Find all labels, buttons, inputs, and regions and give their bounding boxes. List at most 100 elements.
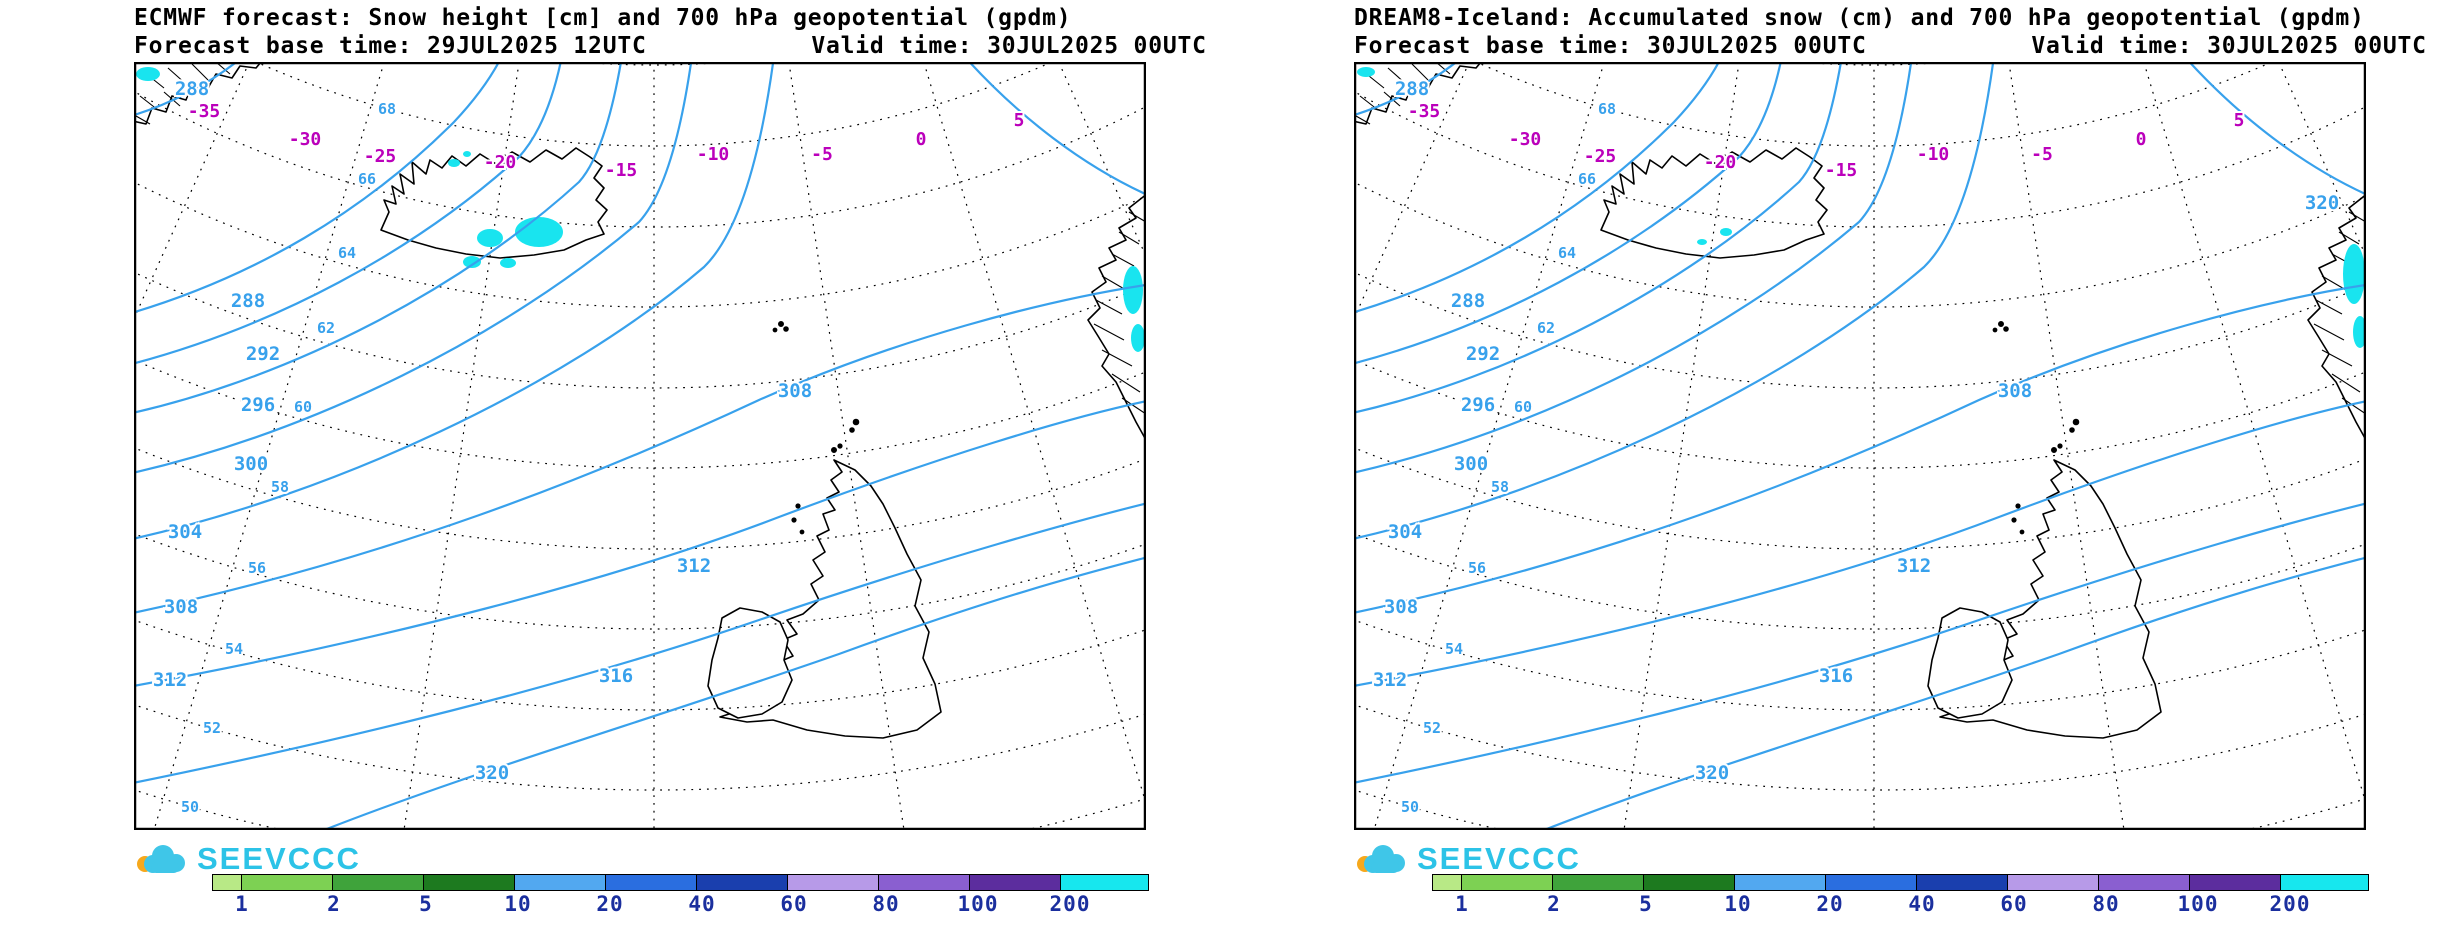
snow-patch	[2343, 244, 2365, 304]
contour-line	[1354, 62, 1913, 474]
coastline	[1087, 193, 1146, 442]
latitude-label: 62	[317, 319, 335, 337]
islet	[852, 418, 860, 426]
contour-line	[1354, 283, 2366, 614]
snow-patch	[500, 258, 516, 268]
contour-line	[134, 62, 693, 474]
map-background	[1354, 62, 2366, 830]
map-content: 288288292296300304308312308312316320-35-…	[134, 62, 1146, 830]
legend-color-segment	[1643, 874, 1735, 891]
legend-color-segment	[1734, 874, 1826, 891]
islet	[791, 517, 797, 523]
meridian-line	[923, 62, 1146, 806]
islet	[2050, 446, 2057, 453]
legend-color-segment	[1916, 874, 2008, 891]
temperature-label: -5	[2031, 144, 2053, 165]
fjord-hatching	[135, 62, 1146, 415]
contour-label: 308	[778, 380, 812, 402]
latitude-label: 56	[1468, 559, 1486, 577]
contour-line	[1354, 502, 2366, 784]
contour-label: 292	[246, 343, 280, 365]
legend-color-segment	[241, 874, 333, 891]
islet	[1992, 327, 1998, 333]
geopotential-contours	[134, 62, 1146, 830]
islet	[777, 320, 784, 327]
latitude-labels: 68 66 64 62 60 58 56 54 52 50	[1399, 98, 1618, 818]
contour-label: 312	[1897, 555, 1931, 577]
panel-subtitle: Forecast base time: 29JUL2025 12UTC Vali…	[134, 33, 1207, 59]
legend-color-segment	[1825, 874, 1917, 891]
contour-label: 312	[677, 555, 711, 577]
legend-color-segment	[878, 874, 970, 891]
contour-line	[134, 62, 501, 314]
coastline	[1600, 147, 1828, 259]
temperature-label: -35	[188, 101, 221, 122]
snow-patch	[463, 256, 481, 268]
snow-patch	[1357, 67, 1375, 77]
latitude-label: 64	[1558, 244, 1576, 262]
legend-tick: 80	[872, 892, 900, 916]
snow-patch	[1131, 324, 1145, 352]
contour-line	[1354, 62, 1995, 540]
graticule	[134, 62, 1146, 830]
contour-line	[134, 502, 1146, 784]
map-frame	[134, 62, 1146, 830]
panel-dream8: DREAM8-Iceland: Accumulated snow (cm) an…	[1220, 0, 2440, 925]
contour-label: 312	[1373, 669, 1407, 691]
legend-color-segment	[2189, 874, 2281, 891]
geopotential-contours	[1354, 62, 2366, 830]
page-title: ECMWF forecast: Snow height [cm] and 700…	[134, 5, 1072, 31]
snow-patch	[1123, 266, 1143, 314]
islet	[2015, 503, 2021, 509]
temperature-label: -30	[1509, 129, 1542, 150]
temperature-label: -30	[289, 129, 322, 150]
temperature-label: 0	[2136, 129, 2147, 150]
contour-labels: 288 288 292 296 300 304 308 312 308 312 316 320 320	[1371, 76, 2341, 786]
contour-line	[2188, 62, 2366, 196]
latitude-label: 60	[1514, 398, 1532, 416]
temperature-label: 0	[916, 129, 927, 150]
legend-color-segment	[212, 874, 242, 891]
legend-tick: 20	[1816, 892, 1844, 916]
temperature-labels: -35 -30 -25 -20 -15 -10 -5 0 5	[186, 99, 1027, 183]
contour-line	[134, 62, 562, 365]
cloud-icon	[1364, 845, 1405, 873]
seevccc-logo: SEEVCCC	[1354, 838, 1581, 880]
contour-label: 296	[241, 394, 275, 416]
legend-color-segment	[423, 874, 515, 891]
legend-tick: 200	[2269, 892, 2311, 916]
map-background	[134, 62, 1146, 830]
islet	[795, 503, 801, 509]
legend-color-segment	[696, 874, 788, 891]
islet	[830, 446, 837, 453]
islet	[772, 327, 778, 333]
map-content: 288 288 292 296 300 304 308 312 308 312 316 320 320 -…	[1354, 62, 2366, 830]
legend-color-segment	[332, 874, 424, 891]
islet	[2003, 326, 2009, 332]
contour-label: 304	[1388, 521, 1422, 543]
snow-patch	[448, 159, 460, 167]
latitude-label: 52	[1423, 719, 1441, 737]
weather-map: 288288292296300304308312308312316320-35-…	[134, 62, 1146, 830]
legend-tick: 2	[327, 892, 341, 916]
legend-tick: 2	[1547, 892, 1561, 916]
legend-tick: 5	[1639, 892, 1653, 916]
logo-text: SEEVCCC	[1417, 841, 1581, 876]
snow-patch	[463, 151, 471, 157]
latitude-label: 54	[1445, 640, 1463, 658]
snow-patch	[1697, 239, 1707, 245]
contour-line	[1541, 556, 2366, 830]
contour-line	[134, 400, 1146, 688]
contour-label: 300	[234, 453, 268, 475]
contour-label: 288	[231, 290, 265, 312]
islet	[799, 529, 805, 535]
parallel-line	[134, 619, 1146, 711]
contour-label: 308	[1384, 596, 1418, 618]
seevccc-logo: SEEVCCC	[134, 838, 361, 880]
legend-tick-labels: 1 2 5 10 20 40 60 80 100 200	[1432, 892, 2379, 918]
latitude-label: 66	[1578, 170, 1596, 188]
parallel-line	[254, 62, 1054, 147]
contour-line	[968, 62, 1146, 196]
cloud-logo-icon	[1357, 845, 1405, 873]
parallel-line	[1354, 447, 2366, 550]
